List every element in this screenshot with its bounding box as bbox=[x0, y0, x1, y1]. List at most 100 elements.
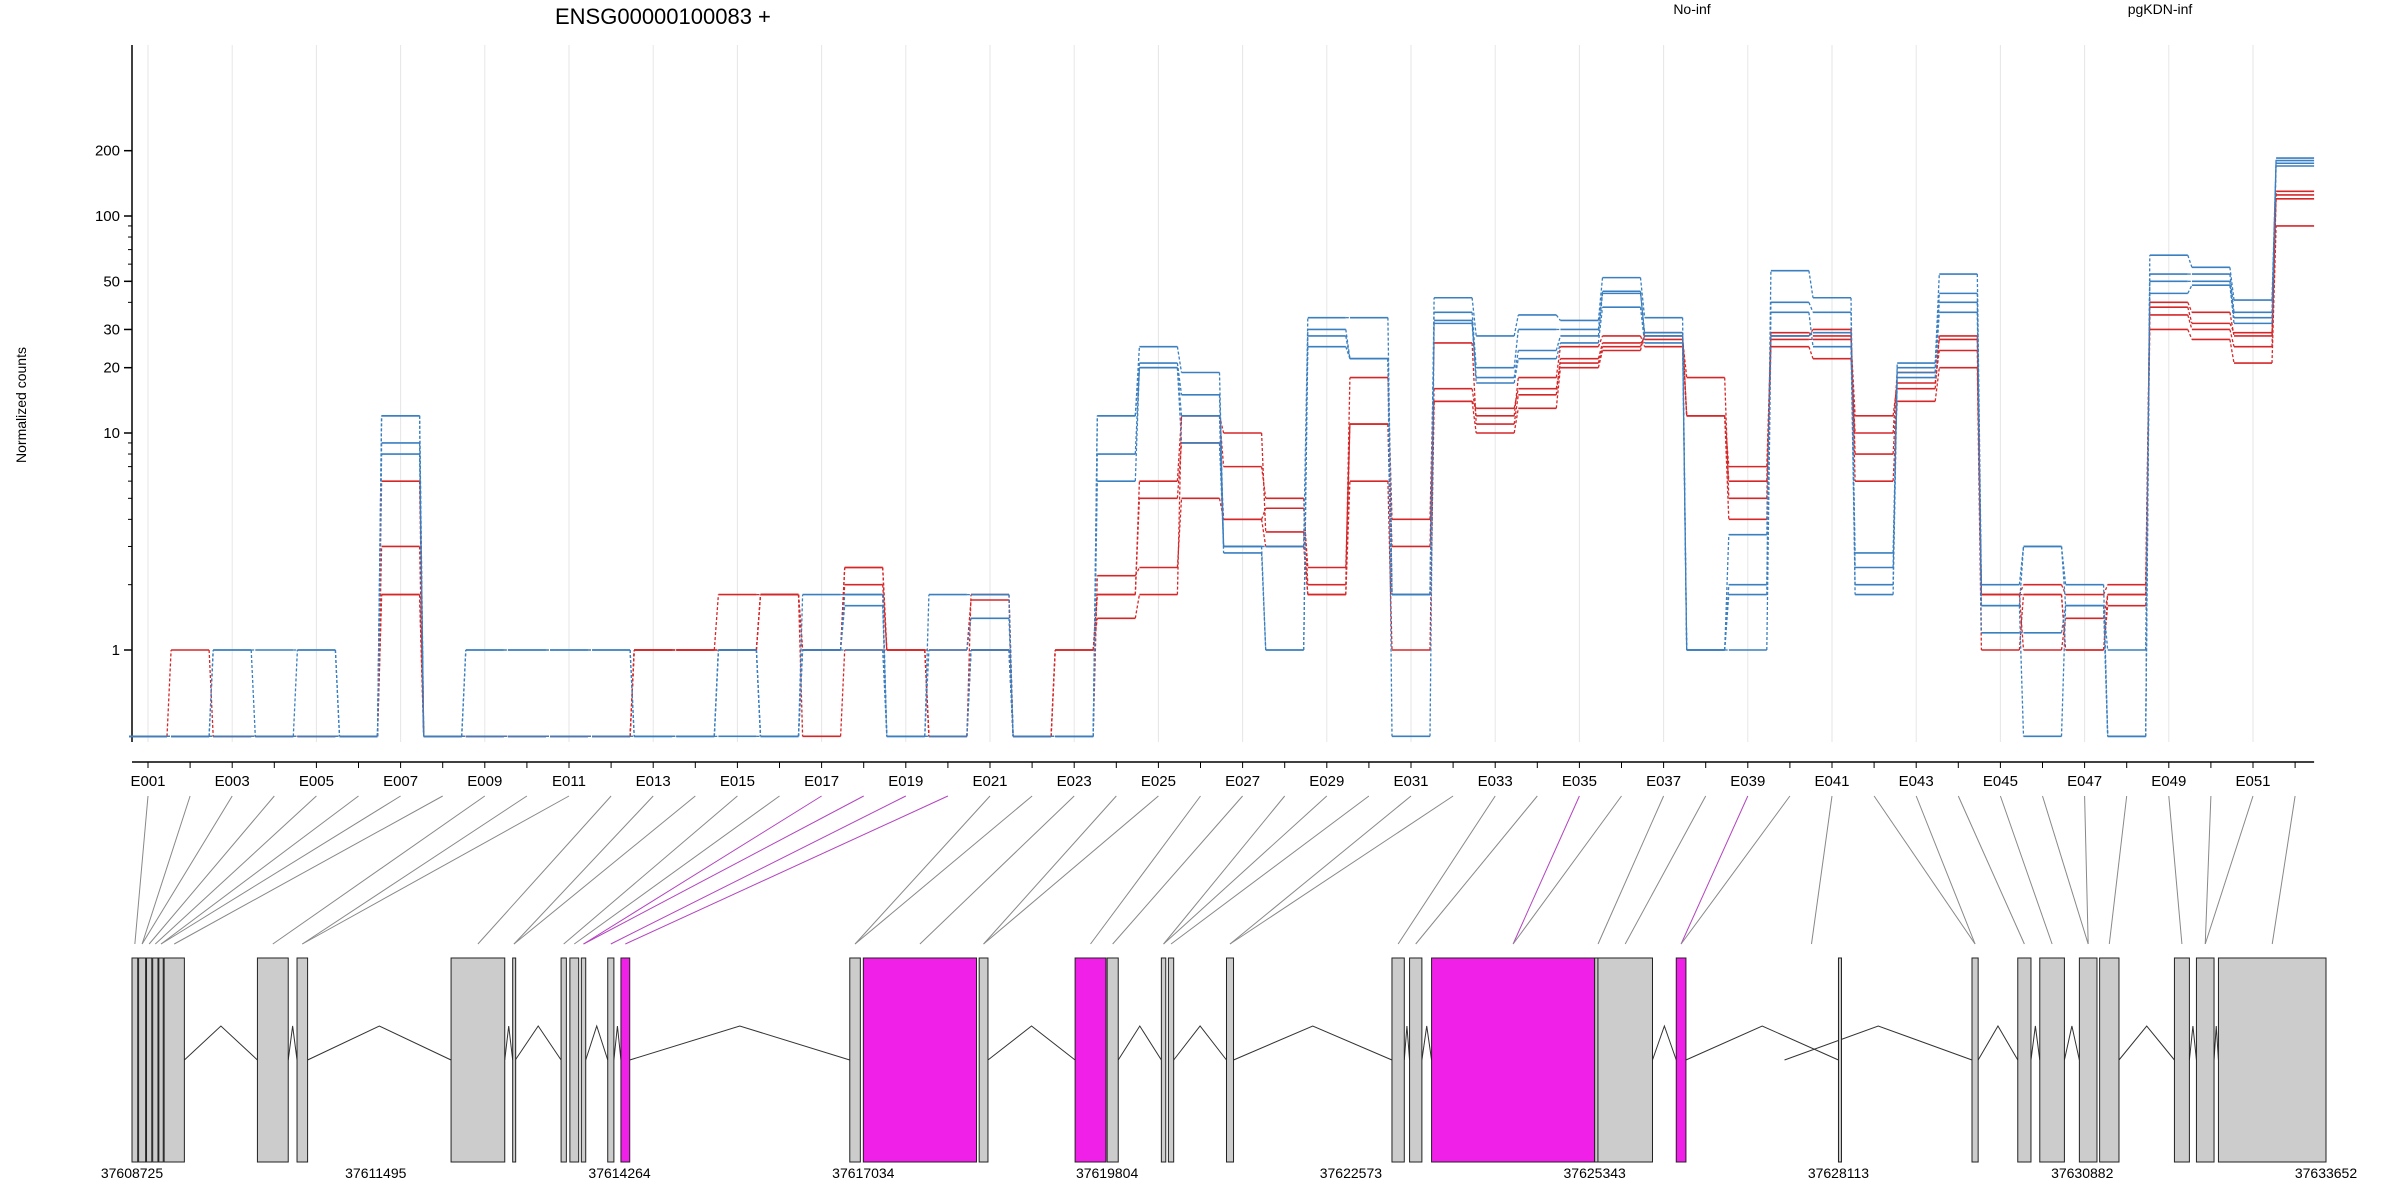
gene-exon-13 bbox=[580, 957, 587, 1163]
gene-exon-23 bbox=[1225, 957, 1235, 1163]
series-connector bbox=[1134, 367, 1141, 482]
genomic-coordinate-axis: 37608725 37611495 37614264 37617034 37619804… bbox=[101, 1165, 2358, 1181]
series-connector bbox=[292, 649, 299, 737]
mapping-e045 bbox=[1999, 795, 2053, 945]
series-connector bbox=[1471, 297, 1477, 337]
series-connector bbox=[2271, 225, 2277, 364]
series-connector bbox=[1766, 312, 1772, 535]
series-connector bbox=[2187, 329, 2193, 340]
series-layer bbox=[129, 157, 2315, 738]
series-connector bbox=[418, 594, 425, 737]
mapping-e040 bbox=[1680, 795, 1791, 945]
series-connector bbox=[1176, 367, 1183, 443]
series-connector bbox=[2060, 584, 2067, 595]
intron bbox=[1977, 1025, 2019, 1061]
mapping-e035 bbox=[1512, 795, 1580, 945]
series-connector bbox=[1134, 367, 1141, 455]
series-connector bbox=[418, 546, 425, 737]
series-connector bbox=[1513, 358, 1519, 384]
gene-exon-8 bbox=[296, 957, 309, 1163]
series-connector bbox=[2229, 267, 2235, 301]
intron bbox=[1233, 1025, 1393, 1061]
gene-exon-16 bbox=[849, 957, 861, 1163]
mapping-e010 bbox=[302, 795, 528, 945]
x-tick-label-e005: E005 bbox=[299, 773, 334, 790]
gene-exon-2 bbox=[138, 957, 147, 1163]
intron bbox=[1173, 1025, 1227, 1061]
mapping-e018 bbox=[583, 795, 864, 945]
gene-exon-14 bbox=[607, 957, 615, 1163]
gene-exon-5 bbox=[158, 957, 164, 1163]
mapping-e024 bbox=[983, 795, 1117, 945]
series-connector bbox=[1471, 400, 1477, 409]
mapping-e026 bbox=[1090, 795, 1201, 945]
series-connector bbox=[1050, 649, 1056, 737]
series-connector bbox=[839, 567, 846, 651]
mapping-e008 bbox=[174, 795, 443, 945]
gene-exon-19 bbox=[1074, 957, 1107, 1163]
mapping-e051 bbox=[2204, 795, 2254, 945]
genomic-tick-label-4: 37617034 bbox=[832, 1165, 895, 1181]
exon-x-axis: E001 E003 E005 E007 E009 E011 E013 E015 E017 E019… bbox=[130, 761, 2315, 790]
series-connector bbox=[1176, 415, 1183, 482]
series-connector bbox=[1597, 307, 1604, 344]
mapping-e005 bbox=[154, 795, 317, 945]
intron bbox=[1784, 1025, 1973, 1061]
series-connector bbox=[1934, 367, 1940, 402]
series-connector bbox=[1639, 307, 1646, 344]
series-connector bbox=[1092, 481, 1098, 737]
gene-exon-33 bbox=[2039, 957, 2065, 1163]
mapping-e002 bbox=[141, 795, 191, 945]
intron bbox=[1117, 1025, 1162, 1061]
intron bbox=[629, 1025, 850, 1061]
intron bbox=[987, 1025, 1076, 1061]
series-connector bbox=[1176, 498, 1183, 568]
series-connector bbox=[1892, 388, 1898, 455]
mapping-e044 bbox=[1957, 795, 2025, 945]
series-connector bbox=[1597, 342, 1604, 359]
gene-exon-21 bbox=[1160, 957, 1167, 1163]
mapping-e038 bbox=[1624, 795, 1707, 945]
series-connector bbox=[2018, 605, 2025, 737]
genomic-tick-label-5: 37619804 bbox=[1076, 1165, 1139, 1181]
legend-entry-pgkdn-inf: pgKDN-inf bbox=[2128, 1, 2193, 17]
mapping-e007 bbox=[160, 795, 401, 945]
series-connector bbox=[334, 649, 341, 737]
series-connector bbox=[1555, 335, 1562, 351]
series-connector bbox=[166, 649, 172, 737]
series-connector bbox=[1681, 342, 1688, 651]
series-connector bbox=[1639, 277, 1646, 318]
mapping-e016 bbox=[573, 795, 780, 945]
genomic-tick-label-3: 37614264 bbox=[588, 1165, 651, 1181]
genomic-tick-label-7: 37625343 bbox=[1564, 1165, 1627, 1181]
intron bbox=[514, 1025, 562, 1061]
series-connector bbox=[966, 618, 972, 651]
series-connector bbox=[1471, 401, 1477, 434]
series-connector bbox=[1471, 342, 1477, 425]
series-connector bbox=[1260, 508, 1267, 520]
gene-exon-34 bbox=[2078, 957, 2098, 1163]
x-tick-label-e051: E051 bbox=[2235, 773, 2270, 790]
mapping-e001 bbox=[134, 795, 149, 945]
series-connector bbox=[755, 594, 762, 651]
series-connector bbox=[1134, 567, 1140, 576]
series-connector bbox=[1892, 367, 1898, 585]
mapping-e030 bbox=[1170, 795, 1370, 945]
mapping-e046 bbox=[2042, 795, 2089, 945]
mapping-e015 bbox=[563, 795, 738, 945]
series-connector bbox=[839, 605, 846, 651]
gene-model bbox=[131, 957, 2327, 1163]
y-tick-label-1: 1 bbox=[112, 642, 120, 659]
series-connector bbox=[1555, 314, 1561, 321]
series-connector bbox=[1429, 323, 1435, 737]
series-connector bbox=[1303, 546, 1309, 595]
gene-exon-36 bbox=[2173, 957, 2190, 1163]
series-connector bbox=[1639, 293, 1646, 333]
series-connector bbox=[2187, 314, 2193, 330]
gene-exon-11 bbox=[560, 957, 567, 1163]
series-connector bbox=[2102, 584, 2109, 595]
series-connector bbox=[376, 594, 383, 737]
series-connector bbox=[2060, 605, 2067, 633]
series-connector bbox=[1134, 594, 1141, 619]
series-connector bbox=[713, 594, 720, 651]
